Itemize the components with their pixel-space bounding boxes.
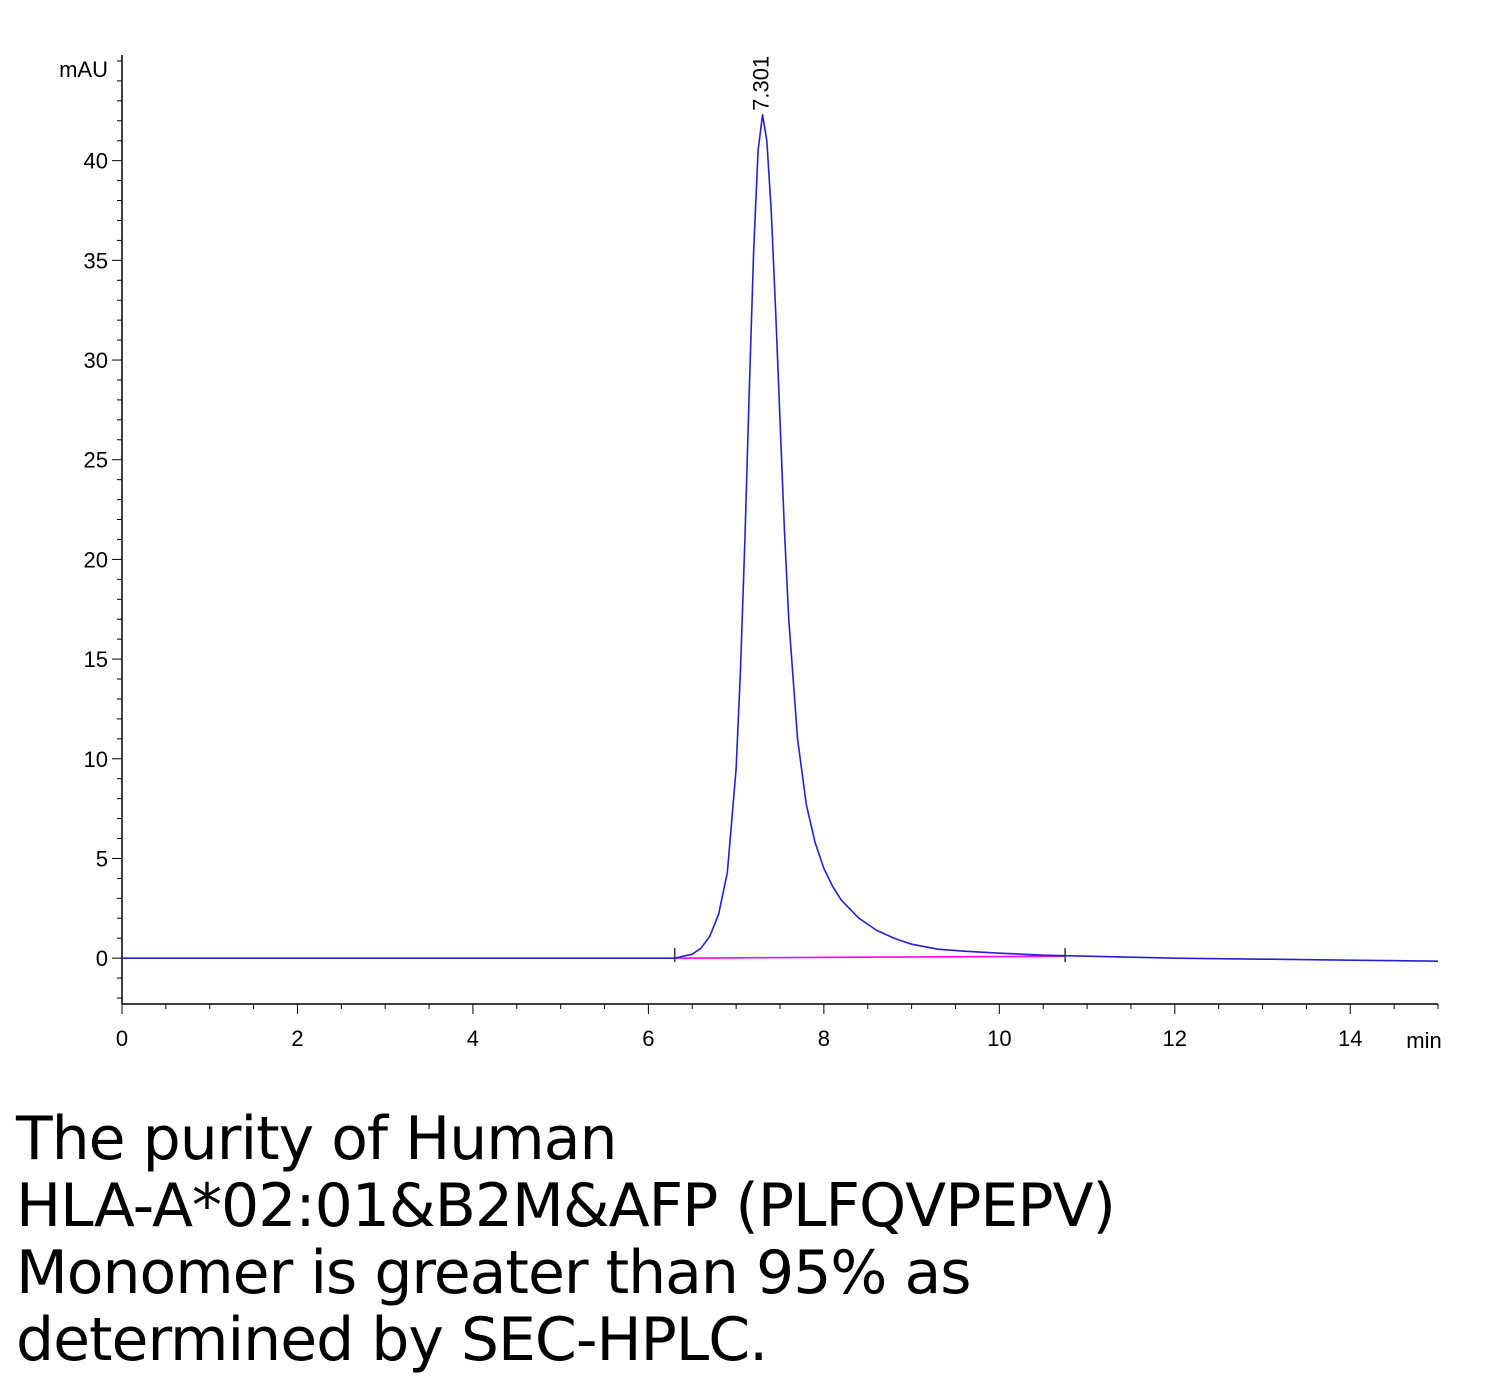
x-tick-label: 8 <box>818 1026 830 1051</box>
y-tick-label: 25 <box>84 448 108 473</box>
chromatogram-chart: 0 5 10 15 20 25 30 35 40 mAU 0 2 4 6 8 10 12 14 min 7.301 <box>59 55 1442 1053</box>
x-axis-label: min <box>1406 1028 1441 1053</box>
y-tick-label: 15 <box>84 647 108 672</box>
chromatogram-trace <box>122 114 1439 962</box>
y-tick-label: 40 <box>84 149 108 174</box>
y-axis-label: mAU <box>59 57 108 82</box>
x-tick-label: 10 <box>987 1026 1011 1051</box>
x-tick-label: 12 <box>1163 1026 1187 1051</box>
caption-line: The purity of Human <box>16 1104 618 1174</box>
y-tick-label: 30 <box>84 348 108 373</box>
caption-line: determined by SEC-HPLC. <box>16 1305 768 1375</box>
x-tick-label: 0 <box>116 1026 128 1051</box>
caption-line: HLA-A*02:01&B2M&AFP (PLFQVPEPV) <box>16 1171 1116 1241</box>
x-tick-label: 6 <box>642 1026 654 1051</box>
integration-baseline <box>674 955 1066 959</box>
caption-line: Monomer is greater than 95% as <box>16 1238 972 1308</box>
y-tick-label: 5 <box>96 846 108 871</box>
y-tick-label: 35 <box>84 248 108 273</box>
x-tick-label: 4 <box>467 1026 479 1051</box>
y-tick-label: 10 <box>84 747 108 772</box>
x-tick-label: 14 <box>1338 1026 1362 1051</box>
y-tick-label: 0 <box>96 946 108 971</box>
chart-svg: 0 5 10 15 20 25 30 35 40 mAU 0 2 4 6 8 10 12 14 min 7.301 <box>59 55 1442 1053</box>
x-tick-label: 2 <box>291 1026 303 1051</box>
peak-label: 7.301 <box>749 56 774 111</box>
y-tick-label: 20 <box>84 547 108 572</box>
caption: The purity of Human HLA-A*02:01&B2M&AFP … <box>16 1106 1476 1374</box>
